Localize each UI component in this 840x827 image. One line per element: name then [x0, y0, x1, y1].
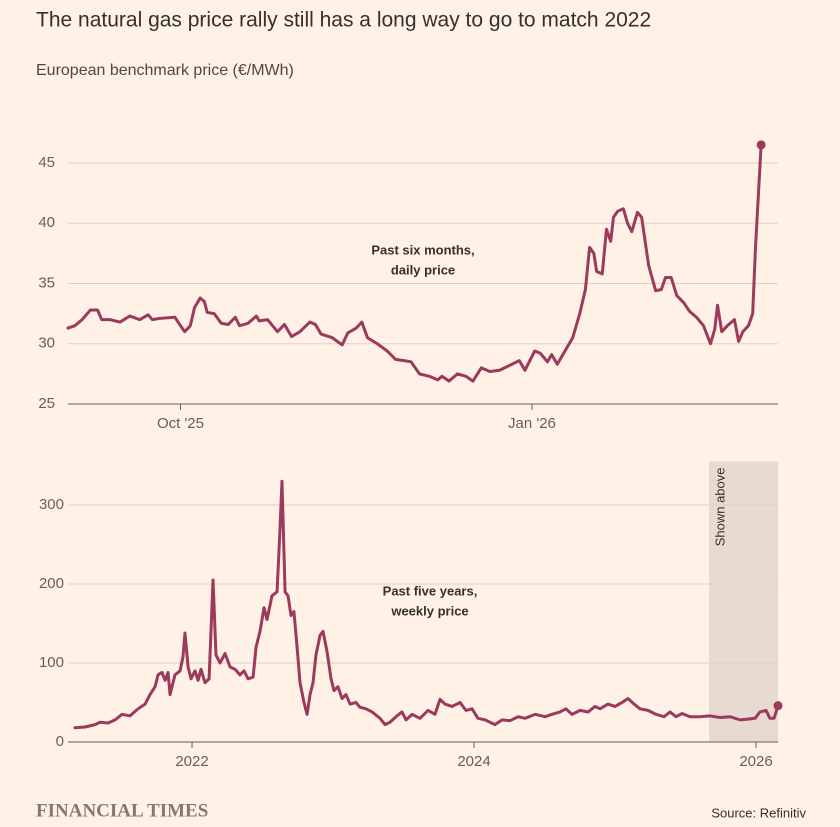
x-tick-label: 2026 — [739, 753, 772, 770]
x-tick-label: 2022 — [175, 753, 208, 770]
x-tick-label: 2024 — [457, 753, 490, 770]
end-marker — [773, 701, 783, 711]
annotation: Past five years, — [383, 583, 478, 598]
y-tick-label: 35 — [38, 274, 55, 291]
annotation: weekly price — [390, 603, 468, 618]
x-tick-label: Jan '26 — [508, 415, 556, 432]
price-line — [73, 479, 780, 730]
end-marker — [756, 140, 766, 150]
chart-subtitle: European benchmark price (€/MWh) — [36, 62, 294, 79]
y-tick-label: 45 — [38, 154, 55, 171]
annotation: daily price — [391, 262, 455, 277]
y-tick-label: 300 — [39, 496, 64, 513]
highlight-band — [709, 461, 778, 742]
y-tick-label: 100 — [39, 654, 64, 671]
chart-title: The natural gas price rally still has a … — [36, 9, 651, 32]
y-tick-label: 30 — [38, 335, 55, 352]
source: Source: Refinitiv — [711, 805, 806, 820]
y-tick-label: 40 — [38, 214, 55, 231]
x-tick-label: Oct '25 — [157, 415, 204, 432]
brand: FINANCIAL TIMES — [36, 800, 208, 821]
annotation: Past six months, — [371, 242, 474, 257]
highlight-label: Shown above — [712, 468, 727, 547]
y-tick-label: 200 — [39, 575, 64, 592]
y-tick-label: 0 — [56, 733, 64, 750]
price-line — [66, 143, 763, 383]
y-tick-label: 25 — [38, 395, 55, 412]
